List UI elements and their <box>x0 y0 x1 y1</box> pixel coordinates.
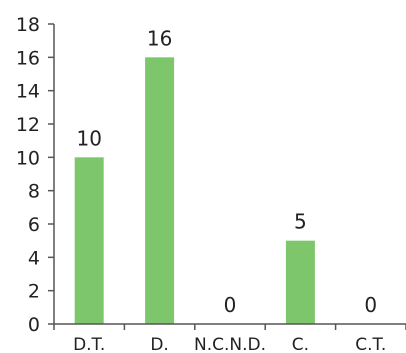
y-tick-label: 10 <box>16 147 40 169</box>
y-tick-label: 14 <box>16 81 40 103</box>
bar-0 <box>74 157 104 324</box>
bar-3 <box>285 240 315 324</box>
y-axis-ticks: 0 2 4 6 8 10 12 14 16 18 <box>16 14 54 336</box>
category-label-2: N.C.N.D. <box>194 335 266 353</box>
bar-series <box>74 57 315 324</box>
bar-1 <box>145 57 175 324</box>
y-tick-label: 16 <box>16 47 40 69</box>
category-label-4: C.T. <box>355 335 386 353</box>
y-tick-label: 2 <box>28 281 40 303</box>
y-tick-label: 18 <box>16 14 40 36</box>
y-tick-label: 4 <box>28 247 40 269</box>
bar-data-labels: 10 16 0 5 0 <box>76 26 377 317</box>
data-label-1: 16 <box>147 26 172 50</box>
category-label-0: D.T. <box>73 335 105 353</box>
data-label-3: 5 <box>294 210 307 234</box>
data-label-2: 0 <box>224 293 237 317</box>
y-tick-label: 6 <box>28 214 40 236</box>
data-label-0: 10 <box>76 126 101 150</box>
x-axis-ticks <box>53 324 406 330</box>
x-axis-category-labels: D.T. D. N.C.N.D. C. C.T. <box>73 335 386 353</box>
y-tick-label: 12 <box>16 114 40 136</box>
y-tick-label: 8 <box>28 181 40 203</box>
y-tick-label: 0 <box>28 314 40 336</box>
category-label-3: C. <box>292 335 309 353</box>
data-label-4: 0 <box>364 293 377 317</box>
category-label-1: D. <box>150 335 169 353</box>
